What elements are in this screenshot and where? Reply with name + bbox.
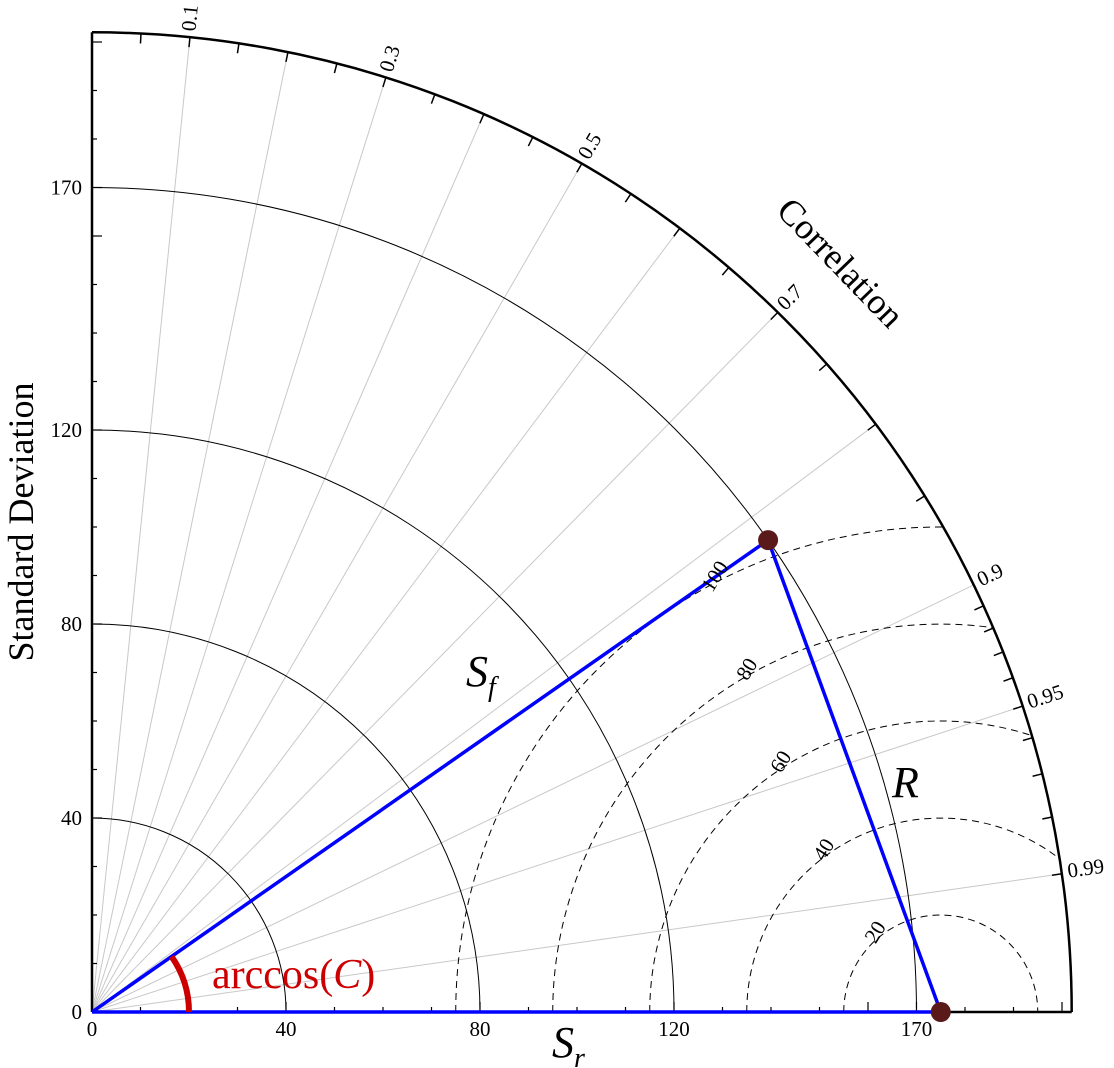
x-tick-label: 120 — [658, 1017, 690, 1041]
y-tick-label: 170 — [51, 176, 83, 200]
correlation-tick — [1003, 677, 1014, 682]
x-tick-label: 40 — [276, 1017, 297, 1041]
rms-contour — [552, 623, 1072, 1013]
correlation-axis-title: Correlation — [769, 190, 912, 336]
correlation-tick — [867, 423, 877, 431]
rms-contour — [746, 817, 1072, 1013]
std-arc — [91, 817, 287, 1013]
correlation-tick-label: 0.9 — [973, 558, 1007, 591]
rms-contour-label: 40 — [808, 834, 839, 865]
grid-layer — [91, 37, 1062, 1013]
correlation-ray — [91, 51, 289, 1013]
correlation-ray — [91, 227, 681, 1013]
correlation-tick — [721, 267, 730, 276]
y-tick-label: 0 — [72, 1000, 83, 1024]
correlation-ray — [91, 423, 877, 1013]
std-arc — [91, 623, 481, 1013]
reference-point — [930, 1002, 951, 1022]
x-tick-label: 170 — [901, 1017, 933, 1041]
correlation-tick — [285, 51, 289, 63]
rms-contours-layer — [455, 526, 1072, 1013]
correlation-tick — [1032, 773, 1043, 777]
correlation-tick — [139, 33, 142, 44]
correlation-tick — [236, 43, 240, 54]
rms-contour-label: 80 — [731, 654, 762, 685]
correlation-tick — [818, 363, 828, 372]
correlation-tick — [673, 227, 681, 237]
correlation-tick — [382, 77, 387, 88]
correlation-tick — [430, 94, 436, 104]
correlation-tick — [188, 37, 191, 48]
sf-vector — [90, 538, 770, 1014]
forecast-point — [758, 530, 779, 551]
correlation-tick — [770, 311, 779, 321]
correlation-ray — [91, 312, 779, 1013]
correlation-tick — [1051, 873, 1063, 876]
rms-contour — [843, 914, 1039, 1013]
arccos-label: arccos(C) — [212, 952, 375, 998]
correlation-ray — [91, 37, 191, 1013]
correlation-ray — [91, 113, 485, 1013]
correlation-tick — [983, 627, 994, 633]
y-axis-title: Standard Deviation — [1, 383, 41, 662]
angle-arc — [169, 954, 192, 1013]
correlation-tick — [333, 63, 338, 74]
correlation-ray — [91, 163, 583, 1013]
correlation-tick-label: 0.95 — [1024, 679, 1066, 713]
correlation-tick — [993, 651, 1004, 657]
std-arc — [91, 187, 917, 1013]
vectors-layer — [90, 530, 951, 1022]
rms-contour — [649, 720, 1072, 1013]
correlation-tick — [915, 495, 926, 502]
y-tick-label: 40 — [61, 806, 82, 830]
outer-arc — [91, 31, 1073, 1013]
rms-contour — [455, 526, 1072, 1013]
labels-layer: 20 40 60 80 100 00 40 40 80 80 120 120 170 170 0.1 0.3 0… — [51, 4, 1106, 1041]
correlation-tick-label: 0.99 — [1066, 854, 1106, 883]
correlation-ray — [91, 705, 1023, 1013]
correlation-ray — [91, 584, 974, 1013]
r-vector — [766, 539, 943, 1013]
rms-contour-label: 100 — [696, 556, 733, 595]
y-tick-label: 120 — [51, 418, 83, 442]
correlation-tick — [576, 163, 583, 173]
rms-contour-label: 60 — [765, 746, 796, 777]
correlation-ray — [91, 77, 387, 1013]
correlation-tick-label: 0.7 — [772, 279, 808, 315]
correlation-tick — [527, 136, 534, 147]
correlation-tick — [624, 193, 632, 203]
correlation-tick-label: 0.5 — [573, 129, 607, 164]
sf-label: Sf — [466, 647, 499, 703]
y-tick-label: 80 — [61, 612, 82, 636]
std-arc — [91, 429, 675, 1013]
correlation-tick — [974, 605, 984, 611]
sr-label: Sr — [552, 1018, 585, 1068]
correlation-tick — [1042, 816, 1053, 820]
correlation-tick — [1022, 736, 1033, 742]
r-label: R — [891, 758, 919, 807]
correlation-tick — [1012, 705, 1023, 710]
correlation-tick — [479, 113, 485, 124]
correlation-tick-label: 0.1 — [176, 4, 203, 33]
x-tick-label: 0 — [87, 1017, 98, 1041]
correlation-tick-label: 0.3 — [374, 42, 405, 74]
rms-contour-label: 20 — [859, 917, 890, 948]
x-tick-label: 80 — [470, 1017, 491, 1041]
